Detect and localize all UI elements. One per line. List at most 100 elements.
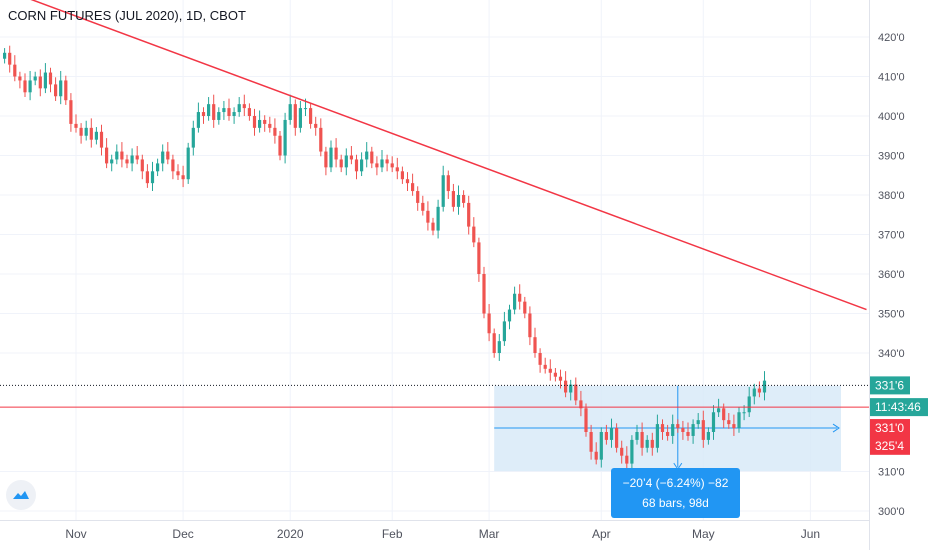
price-tick-label: 400'0	[878, 111, 905, 123]
price-tick-label: 420'0	[878, 32, 905, 44]
price-label-box	[870, 436, 910, 455]
time-tick-label: 2020	[277, 527, 304, 541]
candle-body	[635, 432, 639, 440]
candle-body	[569, 384, 573, 393]
candle-body	[258, 119, 262, 128]
candle-body	[329, 147, 333, 168]
price-tick-label: 410'0	[878, 72, 905, 84]
candle-body	[181, 175, 185, 180]
candle-body	[538, 353, 542, 365]
candle-body	[64, 80, 68, 101]
candle-body	[33, 76, 37, 81]
candle-body	[446, 175, 450, 192]
candle-body	[3, 52, 7, 59]
candle-body	[579, 400, 583, 409]
grid-lines	[0, 0, 869, 520]
candle-body	[574, 384, 578, 401]
price-tick-label: 340'0	[878, 348, 905, 360]
candle-body	[13, 64, 17, 77]
candle-body	[130, 155, 134, 164]
candle-body	[426, 210, 430, 223]
candle-body	[385, 159, 389, 164]
candle-body	[212, 104, 216, 120]
candle-body	[594, 451, 598, 460]
candle-body	[706, 432, 710, 440]
candle-body	[237, 104, 241, 113]
candle-body	[436, 206, 440, 231]
price-axis[interactable]: 420'0 410'0 400'0 390'0 380'0 370'0 360'0 350'0…	[878, 32, 905, 518]
candle-body	[156, 163, 160, 172]
candle-body	[405, 179, 410, 184]
candle-body	[54, 84, 58, 97]
candle-body	[604, 432, 608, 440]
candle-body	[232, 112, 236, 116]
price-label-text: 325'4	[875, 439, 904, 453]
time-tick-label: May	[692, 527, 715, 541]
candle-body	[186, 147, 190, 180]
candle-body	[548, 368, 552, 373]
candle-body	[360, 159, 364, 172]
candle-body	[74, 123, 78, 128]
candle-body	[671, 424, 675, 436]
candle-body	[513, 293, 517, 310]
candle-body	[518, 293, 522, 302]
candle-body	[59, 80, 63, 97]
range-stats-text: −20’4 (−6.24%) −82	[623, 476, 729, 490]
candle-body	[722, 408, 726, 421]
candle-body	[757, 388, 761, 393]
candle-body	[354, 159, 359, 172]
candle-body	[278, 135, 282, 156]
candle-body	[620, 447, 624, 456]
candle-body	[589, 432, 593, 452]
price-label-box	[870, 419, 910, 438]
candle-body	[660, 424, 665, 432]
price-tick-label: 390'0	[878, 151, 905, 163]
price-label-text: 331'0	[875, 421, 904, 435]
candle-body	[105, 147, 109, 164]
candle-body	[462, 195, 466, 203]
tradingview-logo-icon[interactable]	[6, 480, 36, 510]
drawing-lines[interactable]	[0, 0, 869, 408]
candle-body	[523, 301, 527, 314]
candle-body	[334, 147, 338, 160]
candle-body	[89, 127, 93, 140]
candle-body	[242, 104, 246, 109]
candle-body	[533, 337, 537, 353]
price-axis-labels: 331'6 11:43:46 331'0 325'4	[870, 376, 928, 455]
candle-body	[319, 127, 323, 152]
price-tick-label: 360'0	[878, 269, 905, 281]
candle-body	[395, 167, 399, 172]
candle-body	[69, 100, 73, 124]
candle-body	[125, 159, 129, 164]
candle-body	[599, 432, 603, 460]
time-axis[interactable]: Nov Dec 2020 Feb Mar Apr May Jun	[65, 527, 820, 541]
candle-body	[655, 424, 659, 448]
candle-body	[676, 424, 680, 429]
candle-body	[666, 432, 670, 436]
candle-body	[283, 119, 287, 156]
candle-body	[400, 171, 404, 180]
candle-body	[650, 439, 654, 448]
price-label-box	[870, 398, 928, 417]
range-stats-label: −20’4 (−6.24%) −82 68 bars, 98d	[611, 468, 740, 518]
price-tick-label: 380'0	[878, 190, 905, 202]
candle-body	[38, 76, 42, 89]
candle-body	[166, 151, 170, 160]
candle-body	[380, 159, 384, 168]
candle-body	[365, 151, 369, 160]
candle-body	[640, 432, 644, 448]
candle-body	[135, 155, 139, 160]
price-label-text: 11:43:46	[875, 400, 921, 414]
candle-body	[737, 412, 741, 429]
trend-line[interactable]	[5, 0, 867, 311]
range-arrow-head-icon	[832, 423, 840, 433]
candle-body	[201, 112, 206, 116]
candle-body	[451, 191, 455, 207]
candle-body	[711, 412, 716, 432]
candle-body	[120, 151, 124, 160]
candle-body	[727, 420, 731, 425]
candle-body	[502, 321, 506, 342]
candle-body	[747, 396, 751, 413]
candle-body	[268, 123, 272, 128]
